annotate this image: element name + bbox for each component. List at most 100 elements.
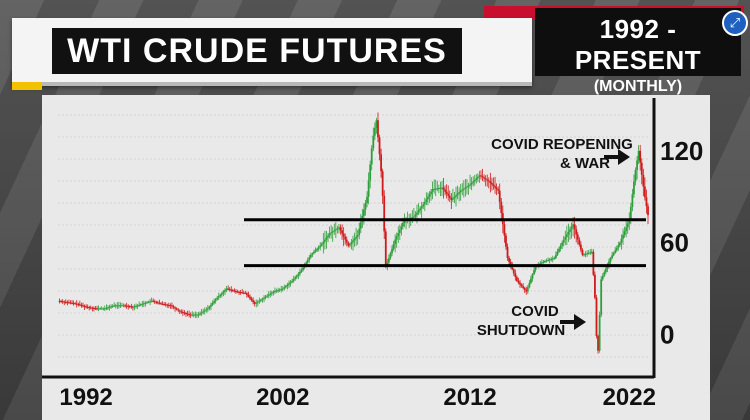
candle-body: [167, 304, 170, 306]
candle-body: [211, 303, 214, 305]
candle-body: [320, 243, 323, 246]
candle-body: [425, 199, 428, 202]
candle-body: [562, 239, 565, 243]
candle-body: [511, 265, 514, 270]
candle-body: [497, 189, 500, 191]
candle-body: [141, 303, 144, 305]
candle-body: [227, 288, 230, 290]
candle-body: [483, 177, 486, 179]
candle-body: [194, 314, 197, 316]
candle-body: [138, 304, 141, 306]
y-tick-label: 60: [660, 228, 689, 258]
candle-body: [509, 261, 512, 266]
candle-body: [348, 243, 351, 246]
candle-body: [230, 289, 233, 291]
candle-body: [384, 231, 387, 268]
expand-arrows-icon[interactable]: ⤢: [722, 10, 748, 36]
annotation-shutdown-line2: SHUTDOWN: [477, 322, 565, 339]
candle-body: [356, 235, 359, 237]
candle-body: [153, 301, 156, 303]
candle-body: [581, 249, 584, 255]
candle-body: [387, 257, 390, 263]
candle-body: [96, 308, 98, 310]
candle-body: [116, 305, 119, 307]
candle-body: [289, 282, 292, 284]
candle-body: [598, 315, 601, 351]
candle-body: [383, 195, 386, 232]
candle-body: [601, 275, 604, 280]
candle-body: [597, 335, 599, 351]
date-range-label: 1992 - PRESENT: [574, 14, 702, 75]
candle-body: [423, 201, 426, 205]
annotation-reopening-line2: & WAR: [560, 155, 610, 172]
candle-body: [542, 261, 545, 263]
candle-body: [146, 302, 148, 304]
candle-body: [100, 308, 103, 310]
candle-body: [147, 301, 150, 303]
candle-body: [458, 192, 461, 194]
candle-body: [547, 259, 550, 261]
candle-body: [244, 292, 247, 294]
candle-body: [313, 251, 315, 254]
candle-body: [381, 171, 384, 196]
candle-body: [278, 289, 281, 291]
candle-body: [512, 269, 515, 274]
candle-body: [586, 253, 589, 255]
candle-body: [189, 314, 192, 316]
candle-body: [80, 304, 83, 306]
candle-body: [570, 226, 573, 230]
candle-body: [284, 285, 287, 288]
candle-body: [567, 231, 570, 235]
candle-body: [281, 288, 284, 290]
candle-body: [355, 236, 358, 239]
candle-body: [475, 178, 478, 180]
candle-body: [250, 298, 253, 301]
candle-body: [540, 262, 543, 264]
candle-body: [508, 257, 510, 262]
candle-body: [136, 305, 139, 307]
candle-body: [294, 277, 297, 280]
candle-body: [470, 183, 473, 185]
candle-body: [592, 251, 595, 275]
candle-body: [625, 227, 628, 232]
candle-body: [559, 245, 562, 249]
chart-panel: [42, 95, 710, 420]
candle-body: [322, 241, 325, 244]
candle-body: [241, 292, 244, 294]
candle-body: [105, 307, 108, 309]
candle-body: [142, 303, 145, 305]
candle-body: [291, 280, 294, 283]
candle-body: [495, 187, 498, 190]
candle-body: [181, 311, 184, 313]
candle-body: [572, 224, 574, 227]
candle-body: [178, 310, 181, 312]
candle-body: [336, 228, 339, 230]
candle-body: [347, 242, 350, 246]
candle-body: [472, 181, 475, 183]
candle-body: [300, 270, 303, 272]
axes: 0 60 120 1992 2002 2012 2022: [42, 98, 703, 411]
candle-body: [327, 235, 329, 238]
candle-body: [58, 300, 61, 302]
candle-body: [447, 193, 450, 196]
candle-body: [297, 273, 300, 276]
candle-body: [353, 238, 356, 241]
candle-body: [160, 303, 162, 305]
candle-body: [152, 300, 155, 302]
candle-body: [155, 301, 158, 303]
candle-body: [548, 259, 551, 261]
chart-title: WTI CRUDE FUTURES: [67, 31, 447, 70]
candle-body: [350, 242, 353, 244]
candle-body: [459, 190, 462, 193]
candle-body: [628, 219, 631, 224]
accent-yellow-tab: [12, 82, 42, 90]
candle-body: [520, 284, 523, 287]
candle-body: [473, 179, 476, 182]
candle-body: [94, 308, 97, 310]
candle-body: [364, 203, 367, 210]
candle-body: [363, 209, 365, 216]
candle-body: [91, 307, 94, 309]
candle-body: [342, 233, 345, 237]
candle-body: [333, 230, 336, 232]
candle-body: [263, 297, 265, 299]
